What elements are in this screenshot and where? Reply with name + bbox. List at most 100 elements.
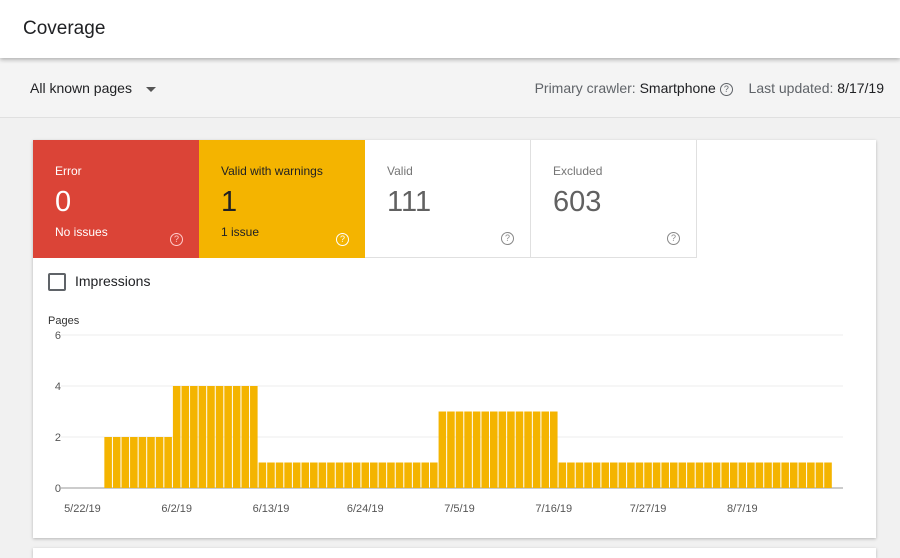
bar bbox=[310, 462, 318, 488]
bar bbox=[404, 462, 412, 488]
bar bbox=[224, 386, 232, 488]
y-tick-label: 2 bbox=[55, 432, 61, 444]
impressions-checkbox[interactable]: Impressions bbox=[48, 273, 151, 292]
y-tick-label: 0 bbox=[55, 483, 61, 495]
tile-valid-with-warnings[interactable]: Valid with warnings 1 1 issue ? bbox=[199, 140, 365, 258]
bar bbox=[729, 462, 738, 488]
x-tick-label: 6/24/19 bbox=[347, 503, 384, 515]
bar bbox=[627, 462, 635, 488]
y-axis-title: Pages bbox=[48, 315, 80, 327]
bar bbox=[764, 462, 772, 488]
bar bbox=[430, 462, 438, 488]
bar bbox=[335, 462, 344, 488]
updated-value: 8/17/19 bbox=[837, 80, 884, 96]
bar bbox=[344, 462, 352, 488]
bar bbox=[232, 386, 241, 488]
tile-value: 0 bbox=[55, 186, 72, 218]
bar bbox=[215, 386, 224, 488]
bar bbox=[130, 437, 138, 488]
x-tick-label: 6/13/19 bbox=[253, 503, 290, 515]
bar bbox=[541, 411, 549, 488]
tile-sub: No issues bbox=[55, 225, 108, 239]
bar bbox=[490, 411, 498, 488]
checkbox-icon bbox=[48, 273, 66, 292]
bar bbox=[738, 462, 747, 488]
bar bbox=[301, 462, 310, 488]
filter-bar: All known pages Primary crawler: Smartph… bbox=[0, 60, 900, 118]
bar bbox=[618, 462, 627, 488]
bar bbox=[755, 462, 764, 488]
x-tick-label: 5/22/19 bbox=[64, 503, 101, 515]
bar bbox=[592, 462, 601, 488]
page-header: Coverage bbox=[0, 0, 900, 58]
bar bbox=[481, 411, 489, 488]
bar bbox=[601, 462, 609, 488]
x-tick-label: 7/16/19 bbox=[535, 503, 572, 515]
bar bbox=[507, 411, 515, 488]
bar bbox=[361, 462, 370, 488]
x-tick-label: 6/2/19 bbox=[161, 503, 192, 515]
bar bbox=[772, 462, 781, 488]
bar bbox=[327, 462, 335, 488]
bar bbox=[198, 386, 207, 488]
pages-filter-dropdown[interactable]: All known pages bbox=[30, 80, 156, 96]
help-icon[interactable]: ? bbox=[501, 232, 514, 245]
tile-valid[interactable]: Valid 111 ? bbox=[365, 140, 531, 258]
bar bbox=[704, 462, 712, 488]
x-tick-label: 7/27/19 bbox=[630, 503, 667, 515]
bar bbox=[558, 462, 567, 488]
bar bbox=[172, 386, 181, 488]
impressions-label: Impressions bbox=[75, 273, 151, 289]
tile-value: 111 bbox=[387, 186, 432, 218]
bar bbox=[687, 462, 695, 488]
bar bbox=[815, 462, 824, 488]
bar bbox=[532, 411, 541, 488]
bar bbox=[190, 386, 198, 488]
bar bbox=[241, 386, 250, 488]
y-tick-label: 4 bbox=[55, 381, 61, 393]
coverage-card: Error 0 No issues ? Valid with warnings … bbox=[33, 140, 876, 538]
bar bbox=[181, 386, 190, 488]
tile-value: 603 bbox=[553, 186, 602, 218]
bar bbox=[524, 411, 532, 488]
help-icon[interactable]: ? bbox=[170, 233, 183, 246]
bar bbox=[515, 411, 524, 488]
bar bbox=[318, 462, 327, 488]
x-tick-label: 7/5/19 bbox=[444, 503, 475, 515]
bar bbox=[661, 462, 669, 488]
bar bbox=[207, 386, 215, 488]
tile-sub: 1 issue bbox=[221, 225, 260, 239]
bar bbox=[267, 462, 275, 488]
bar bbox=[549, 411, 558, 488]
bar bbox=[798, 462, 807, 488]
bar bbox=[669, 462, 678, 488]
page-title: Coverage bbox=[23, 18, 106, 39]
bar bbox=[721, 462, 729, 488]
y-tick-label: 6 bbox=[55, 330, 61, 342]
bar bbox=[789, 462, 798, 488]
crawler-value: Smartphone bbox=[639, 80, 716, 96]
bar bbox=[472, 411, 481, 488]
bar bbox=[292, 462, 301, 488]
tile-error[interactable]: Error 0 No issues ? bbox=[33, 140, 199, 258]
help-icon[interactable]: ? bbox=[719, 82, 733, 96]
coverage-chart: Pages 0 2 4 6 5/22/19 6/2/19 6/13/19 6/24/19 7/5/… bbox=[48, 315, 843, 515]
bar bbox=[370, 462, 378, 488]
bar bbox=[584, 462, 592, 488]
tile-excluded[interactable]: Excluded 603 ? bbox=[531, 140, 697, 258]
caret-down-icon bbox=[145, 86, 156, 92]
help-icon[interactable]: ? bbox=[667, 232, 680, 245]
bar bbox=[164, 437, 172, 488]
bar bbox=[635, 462, 644, 488]
bar bbox=[412, 462, 421, 488]
bar bbox=[464, 411, 472, 488]
bar bbox=[781, 462, 789, 488]
bar bbox=[121, 437, 130, 488]
x-tick-label: 8/7/19 bbox=[727, 503, 758, 515]
next-card bbox=[33, 548, 876, 558]
bar bbox=[387, 462, 395, 488]
bar bbox=[712, 462, 721, 488]
help-icon[interactable]: ? bbox=[336, 233, 349, 246]
bar bbox=[284, 462, 292, 488]
tile-label: Valid with warnings bbox=[221, 164, 323, 178]
